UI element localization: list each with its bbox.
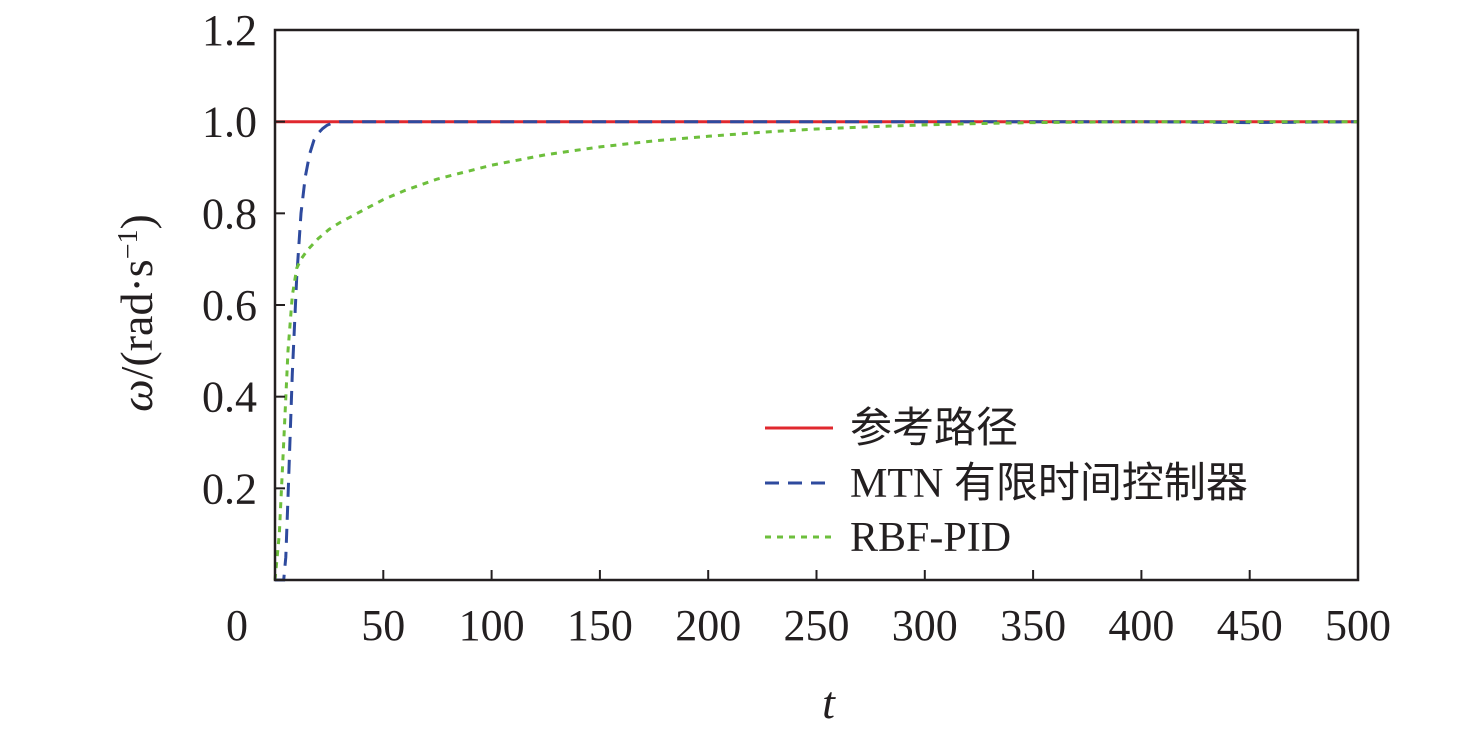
y-tick-label: 1.0 [202,98,257,147]
y-axis: 0.2 0.4 0.6 0.8 1.0 1.2 [202,6,285,513]
y-axis-label: ω/(rad·s−1) [111,214,162,412]
y-axis-unit: /(rad·s [111,259,162,379]
y-axis-unit-close: ) [111,214,162,229]
y-tick-label: 0.8 [202,189,257,238]
y-tick-label: 0.2 [202,464,257,513]
x-tick-label: 0 [226,601,248,650]
x-tick-label: 500 [1325,601,1391,650]
x-tick-label: 250 [784,601,850,650]
legend-label: 参考路径 [850,405,1018,452]
x-tick-label: 100 [459,601,525,650]
legend-label: MTN 有限时间控制器 [850,461,1248,507]
x-tick-label: 50 [361,601,405,650]
y-axis-symbol: ω [111,379,162,411]
legend: 参考路径 MTN 有限时间控制器 RBF-PID [765,405,1248,561]
x-tick-label: 150 [567,601,633,650]
x-tick-label: 350 [1000,601,1066,650]
x-tick-label: 450 [1217,601,1283,650]
series-line-2 [275,120,1359,582]
x-axis-label: t [822,677,836,728]
x-axis: 0 50 100 150 200 250 300 350 400 450 500 [226,570,1391,650]
x-tick-label: 200 [675,601,741,650]
x-tick-label: 400 [1108,601,1174,650]
legend-label: RBF-PID [850,515,1011,561]
y-tick-label: 0.6 [202,281,257,330]
series-layer [273,120,1359,582]
x-tick-label: 300 [892,601,958,650]
y-tick-label: 1.2 [202,6,257,55]
y-axis-unit-exponent: −1 [113,229,144,259]
series-line-3 [273,120,1358,581]
y-tick-label: 0.4 [202,373,257,422]
